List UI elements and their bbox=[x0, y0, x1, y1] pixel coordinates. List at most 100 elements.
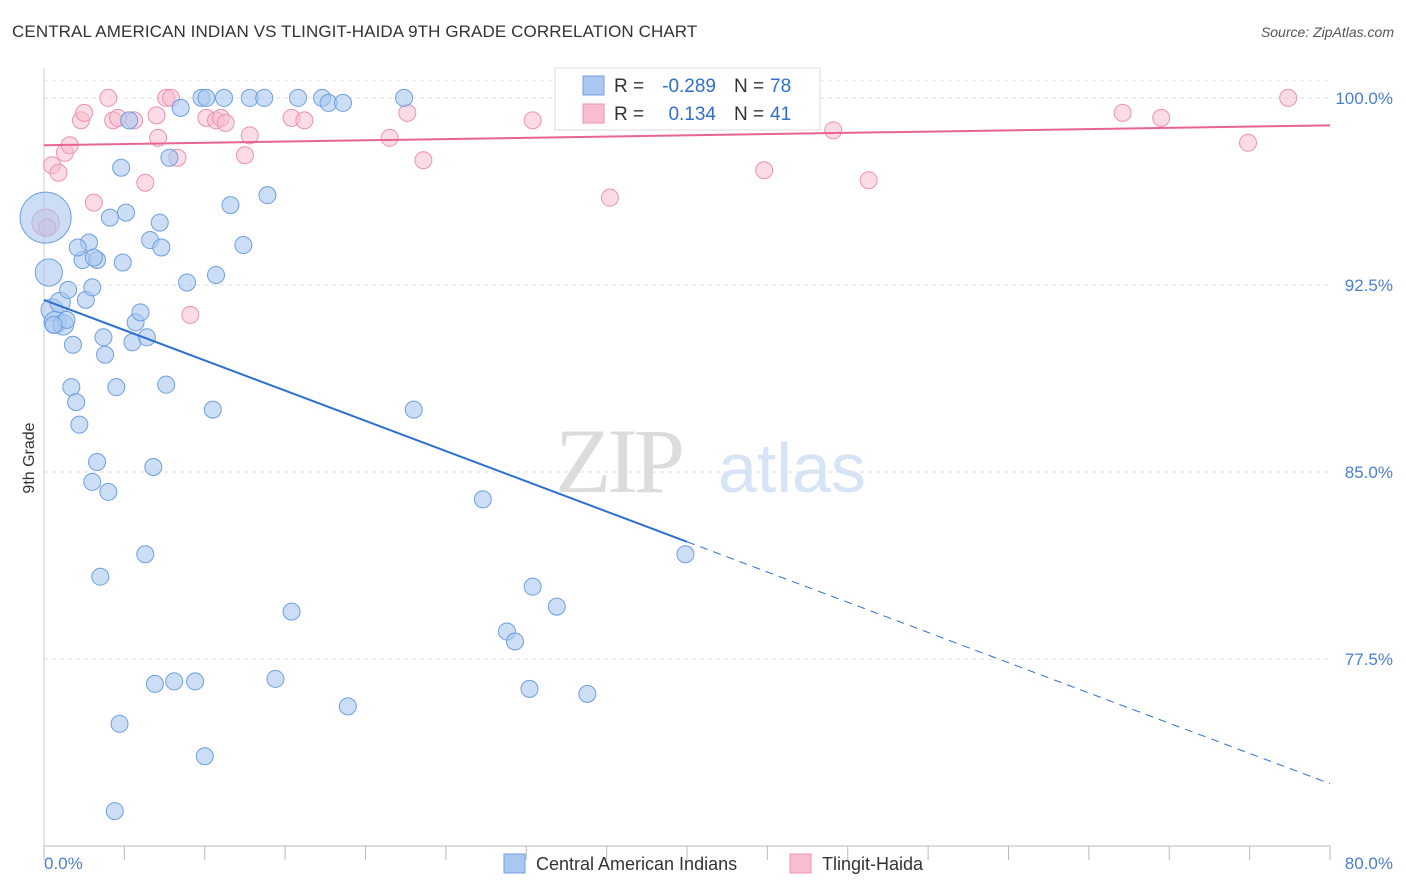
point bbox=[523, 577, 542, 596]
point bbox=[149, 128, 168, 147]
stats-n-label-blue: N = bbox=[734, 76, 764, 97]
point bbox=[207, 265, 226, 284]
point bbox=[195, 747, 214, 766]
gridlines bbox=[44, 79, 1330, 660]
point bbox=[216, 113, 235, 132]
point bbox=[68, 238, 87, 257]
point bbox=[178, 273, 197, 292]
point bbox=[88, 452, 107, 471]
point bbox=[49, 163, 68, 182]
point bbox=[59, 280, 78, 299]
point bbox=[105, 802, 124, 821]
point bbox=[44, 315, 63, 334]
point bbox=[197, 88, 216, 107]
stats-r-label-pink: R = bbox=[614, 104, 644, 125]
point bbox=[266, 669, 285, 688]
point bbox=[147, 106, 166, 125]
point bbox=[94, 328, 113, 347]
point bbox=[203, 400, 222, 419]
point bbox=[1279, 88, 1298, 107]
point bbox=[523, 111, 542, 130]
point bbox=[235, 146, 254, 165]
point bbox=[520, 679, 539, 698]
y-tick-labels: 100.0% 92.5% 85.0% 77.5% bbox=[1335, 89, 1393, 669]
point bbox=[240, 126, 259, 145]
point bbox=[63, 335, 82, 354]
point bbox=[181, 305, 200, 324]
y-tick-label-3: 77.5% bbox=[1345, 650, 1393, 669]
point bbox=[113, 253, 132, 272]
stats-n-value-pink: 41 bbox=[770, 104, 791, 125]
point bbox=[288, 88, 307, 107]
point bbox=[338, 697, 357, 716]
point bbox=[414, 151, 433, 170]
series-central-american-indians-points bbox=[19, 88, 695, 821]
point bbox=[380, 128, 399, 147]
point bbox=[112, 158, 131, 177]
point bbox=[505, 632, 524, 651]
stats-r-value-pink: 0.134 bbox=[668, 104, 716, 125]
point bbox=[295, 111, 314, 130]
point bbox=[62, 378, 81, 397]
y-tick-label-1: 92.5% bbox=[1345, 276, 1393, 295]
point bbox=[676, 545, 695, 564]
stats-n-label-pink: N = bbox=[734, 104, 764, 125]
watermark-atlas: atlas bbox=[718, 429, 866, 507]
point bbox=[824, 121, 843, 140]
point bbox=[333, 93, 352, 112]
point bbox=[75, 103, 94, 122]
x-ticks bbox=[43, 846, 1331, 860]
point bbox=[34, 258, 63, 287]
point bbox=[110, 714, 129, 733]
point bbox=[67, 393, 86, 412]
source-credit: Source: ZipAtlas.com bbox=[1260, 24, 1394, 40]
point bbox=[234, 236, 253, 255]
point bbox=[258, 186, 277, 205]
point bbox=[473, 490, 492, 509]
point bbox=[145, 674, 164, 693]
point bbox=[100, 208, 119, 227]
point bbox=[578, 684, 597, 703]
point bbox=[83, 472, 102, 491]
point bbox=[186, 672, 205, 691]
legend-swatch-central-american-indians bbox=[503, 853, 526, 874]
point bbox=[171, 98, 190, 117]
point bbox=[99, 88, 118, 107]
point bbox=[83, 278, 102, 297]
stats-r-value-blue: -0.289 bbox=[662, 76, 716, 97]
point bbox=[107, 378, 126, 397]
trend-line-central-american-indians-extrapolated bbox=[686, 541, 1331, 785]
point bbox=[282, 602, 301, 621]
stats-legend-swatch-blue bbox=[582, 75, 605, 96]
point bbox=[144, 457, 163, 476]
trend-line-central-american-indians bbox=[43, 298, 688, 543]
point bbox=[19, 191, 72, 244]
watermark-zip: ZIP bbox=[555, 410, 682, 512]
legend-swatch-tlingit-haida bbox=[789, 853, 812, 874]
point bbox=[395, 88, 414, 107]
point bbox=[1152, 108, 1171, 127]
point bbox=[116, 203, 135, 222]
point bbox=[1113, 103, 1132, 122]
point bbox=[84, 193, 103, 212]
y-tick-label-0: 100.0% bbox=[1335, 89, 1393, 108]
point bbox=[600, 188, 619, 207]
trend-lines bbox=[43, 124, 1331, 785]
point bbox=[70, 415, 89, 434]
point bbox=[547, 597, 566, 616]
point bbox=[136, 545, 155, 564]
point bbox=[165, 672, 184, 691]
stats-legend: R = -0.289 N = 78 R = 0.134 N = 41 bbox=[554, 67, 821, 131]
series-legend: Central American Indians Tlingit-Haida bbox=[503, 853, 924, 874]
watermark: ZIP atlas bbox=[555, 410, 866, 512]
point bbox=[96, 345, 115, 364]
stats-legend-swatch-pink bbox=[582, 103, 605, 124]
x-tick-label-max: 80.0% bbox=[1345, 854, 1393, 873]
point bbox=[755, 161, 774, 180]
point bbox=[160, 148, 179, 167]
point bbox=[255, 88, 274, 107]
chart-title: CENTRAL AMERICAN INDIAN VS TLINGIT-HAIDA… bbox=[12, 22, 698, 41]
point bbox=[215, 88, 234, 107]
point bbox=[131, 303, 150, 322]
